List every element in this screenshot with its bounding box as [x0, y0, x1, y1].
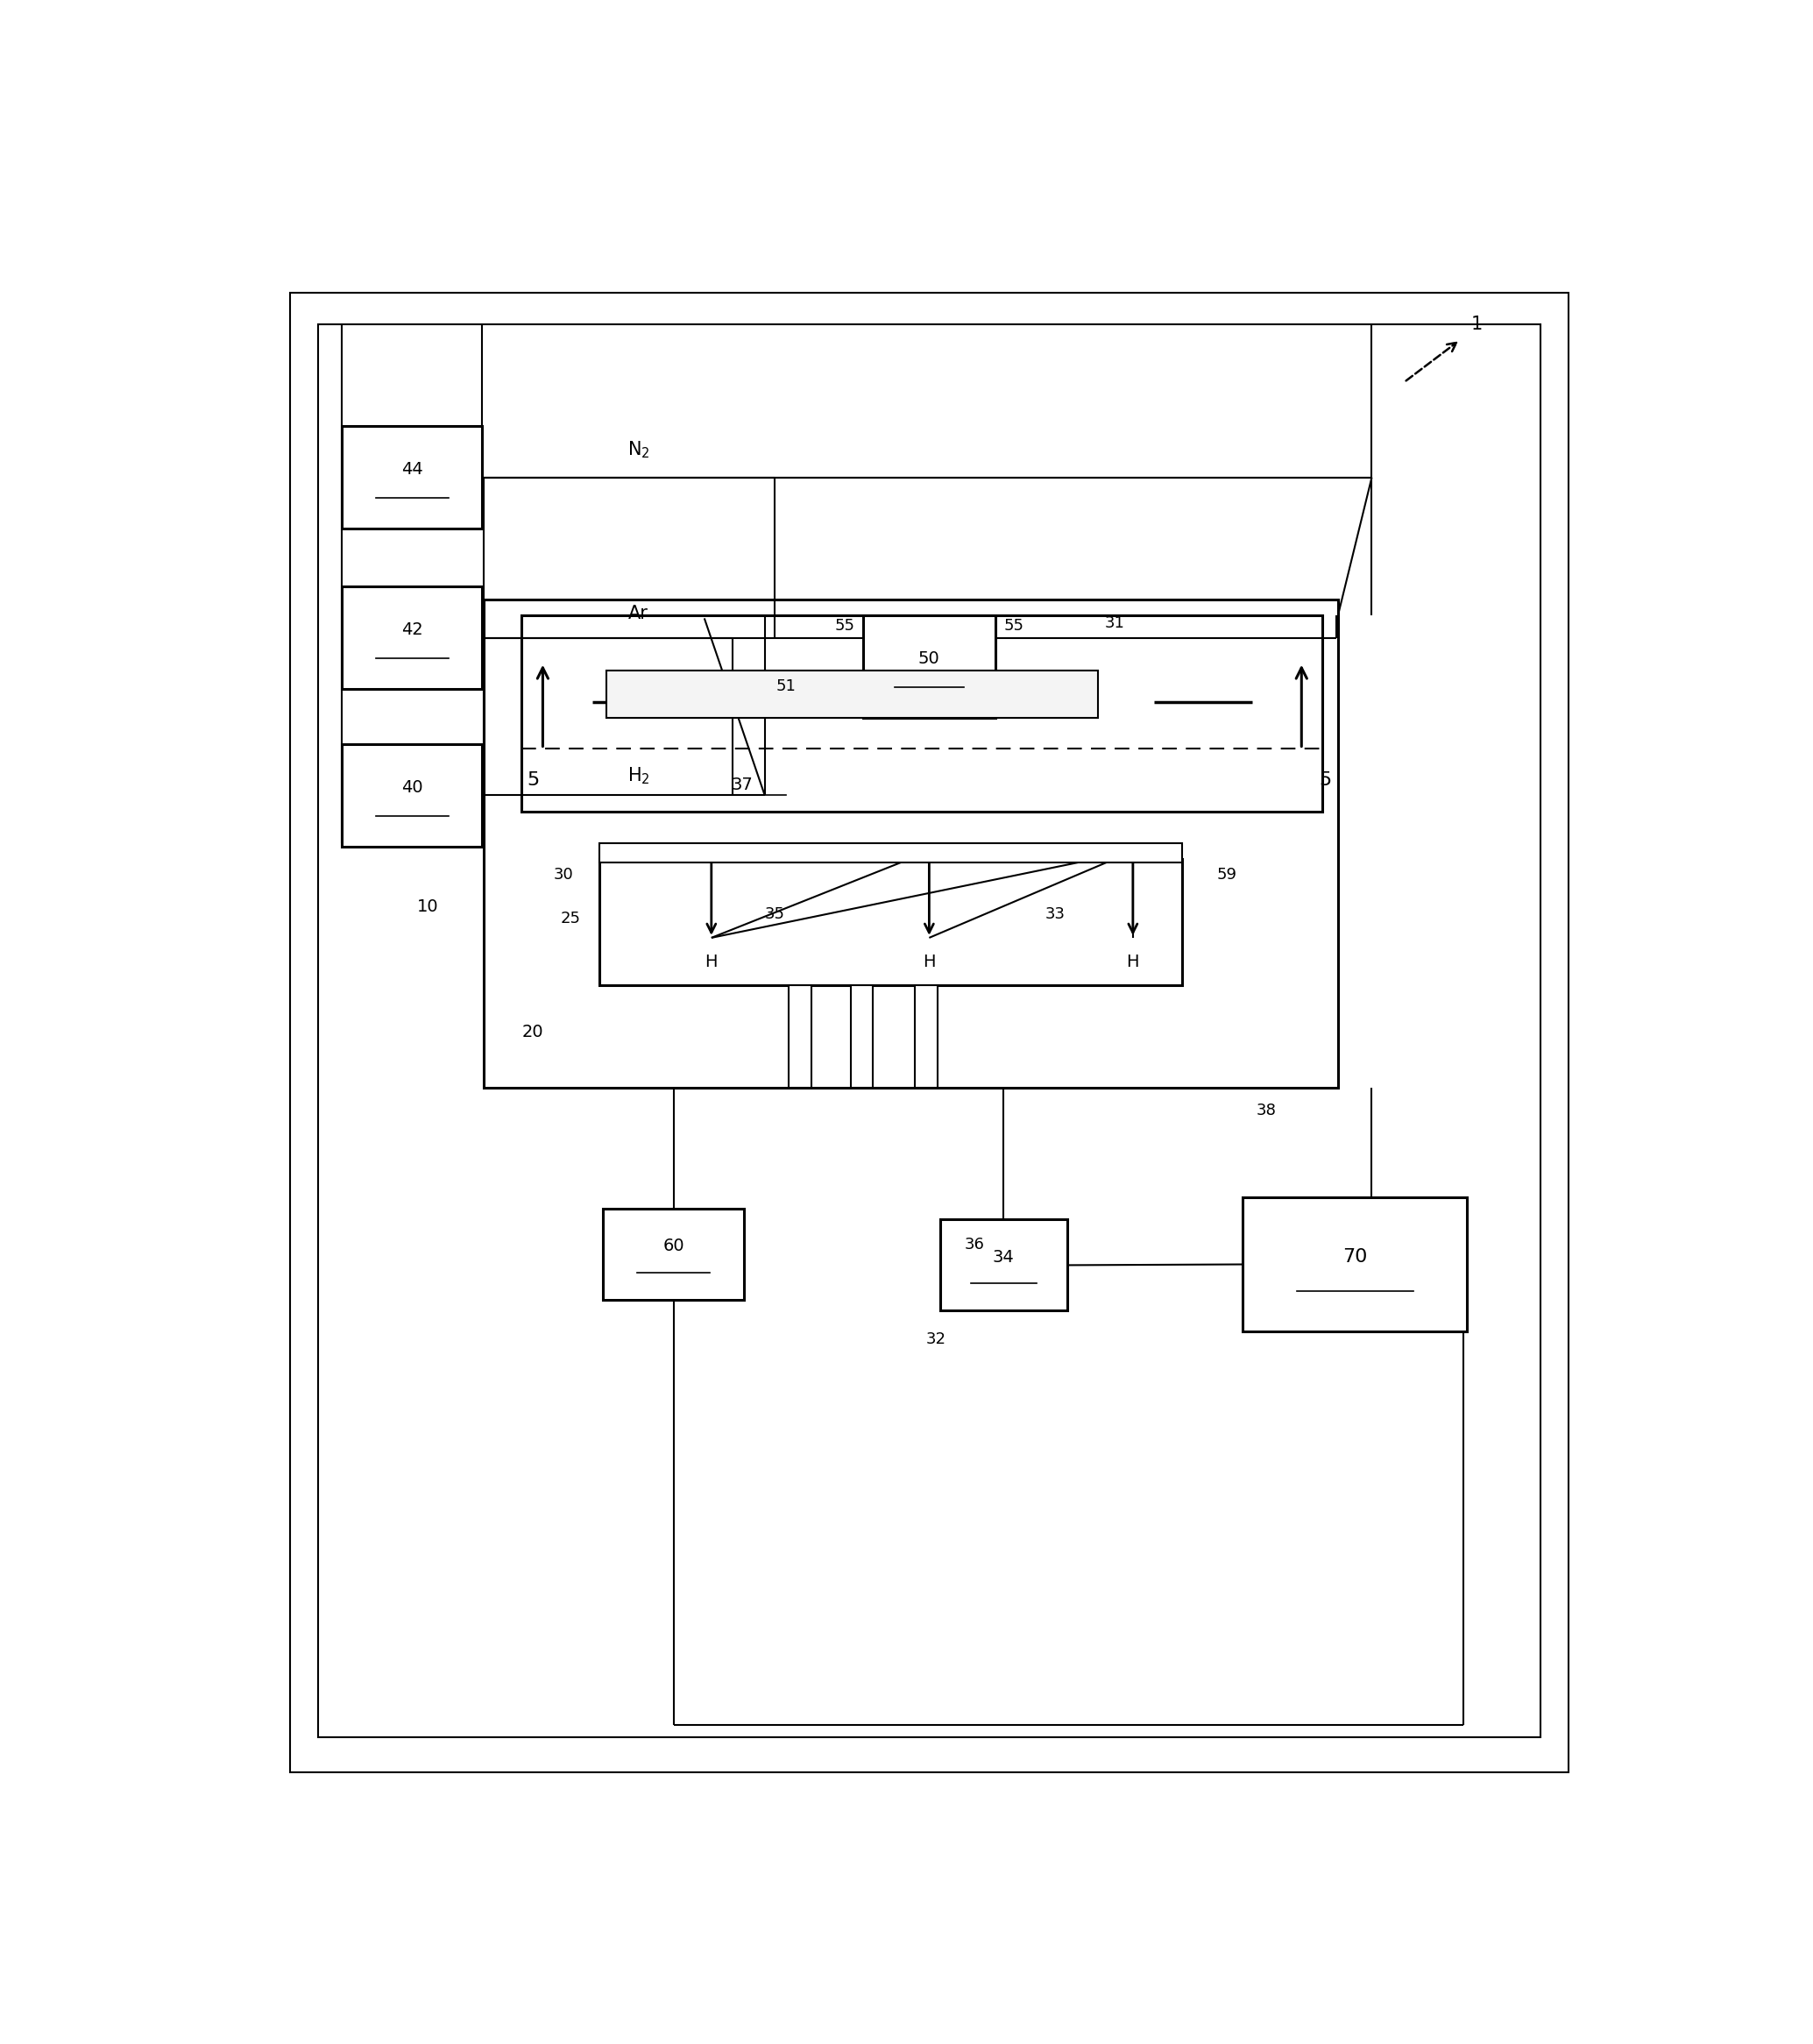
Text: 42: 42 [401, 621, 422, 638]
Text: 70: 70 [1342, 1247, 1367, 1265]
Bar [343, 744, 482, 846]
Text: 59: 59 [1217, 867, 1236, 883]
Text: 34: 34 [994, 1249, 1015, 1265]
Bar [863, 615, 995, 717]
Text: 51: 51 [776, 679, 796, 693]
Text: H: H [923, 953, 936, 971]
Bar [317, 325, 1541, 1737]
Text: 37: 37 [731, 777, 752, 793]
Text: 33: 33 [1046, 905, 1066, 922]
Text: 32: 32 [926, 1331, 946, 1347]
Text: Ar: Ar [629, 605, 649, 621]
Text: 36: 36 [965, 1237, 984, 1253]
Text: 20: 20 [522, 1024, 544, 1040]
Bar [789, 985, 810, 1087]
Bar [598, 858, 1182, 985]
Text: 5: 5 [1320, 773, 1331, 789]
Text: H$_2$: H$_2$ [627, 764, 649, 787]
Text: 44: 44 [401, 462, 422, 478]
Bar [343, 427, 482, 529]
Text: 55: 55 [834, 617, 856, 634]
Text: 30: 30 [555, 867, 573, 883]
Text: 60: 60 [662, 1239, 684, 1255]
Bar [916, 985, 937, 1087]
Text: 1: 1 [1472, 315, 1483, 333]
Text: 50: 50 [919, 650, 939, 666]
Bar [606, 670, 1099, 717]
Bar [604, 1208, 743, 1300]
Text: 31: 31 [1104, 615, 1124, 632]
Text: H: H [705, 953, 718, 971]
Bar [1242, 1198, 1467, 1331]
Text: 40: 40 [401, 779, 422, 795]
Bar [484, 599, 1338, 1087]
Text: 25: 25 [560, 912, 580, 926]
Text: 35: 35 [765, 905, 785, 922]
Text: N$_2$: N$_2$ [627, 439, 649, 460]
Bar [522, 615, 1322, 811]
Bar [941, 1220, 1066, 1310]
Bar [850, 985, 874, 1087]
Bar [598, 844, 1182, 863]
Text: 38: 38 [1256, 1104, 1276, 1118]
Text: H: H [1126, 953, 1139, 971]
Text: 55: 55 [1003, 617, 1024, 634]
Bar [343, 587, 482, 689]
Text: 10: 10 [417, 897, 439, 914]
Text: 5: 5 [528, 773, 538, 789]
